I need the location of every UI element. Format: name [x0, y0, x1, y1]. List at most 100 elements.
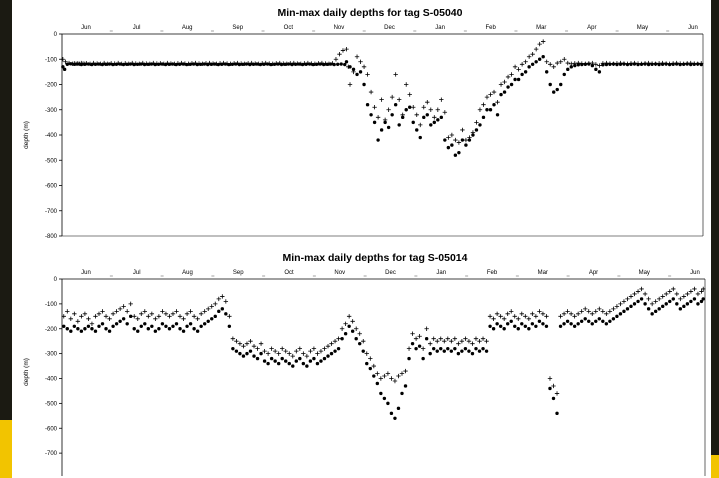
- min-depth-point: [213, 62, 217, 66]
- max-depth-point: [452, 336, 458, 341]
- min-depth-point: [245, 351, 249, 356]
- max-depth-point: [516, 67, 521, 72]
- min-depth-point: [185, 324, 189, 328]
- min-depth-point: [569, 322, 573, 326]
- min-depth-point: [269, 356, 274, 361]
- min-depth-point: [625, 307, 630, 311]
- min-depth-point: [685, 302, 690, 306]
- min-depth-point: [590, 322, 594, 326]
- min-depth-point: [107, 62, 112, 66]
- max-depth-point: [399, 371, 405, 376]
- max-depth-point: [372, 105, 377, 110]
- max-depth-point: [396, 373, 401, 379]
- max-depth-point: [519, 62, 525, 67]
- min-depth-point: [587, 319, 591, 323]
- max-depth-point: [420, 346, 426, 351]
- max-depth-point: [428, 107, 433, 112]
- max-depth-point: [699, 289, 704, 294]
- max-depth-point: [89, 321, 95, 326]
- max-depth-point: [353, 326, 359, 331]
- month-label: Sep: [233, 270, 244, 276]
- min-depth-point: [279, 62, 284, 67]
- max-depth-point: [628, 294, 634, 299]
- max-depth-point: [664, 291, 669, 297]
- min-depth-point: [559, 82, 563, 87]
- max-depth-point: [555, 60, 560, 66]
- min-depth-point: [383, 120, 387, 125]
- max-depth-point: [484, 94, 490, 100]
- max-depth-point: [361, 64, 367, 70]
- min-depth-point: [498, 324, 503, 328]
- max-depth-point: [449, 338, 454, 344]
- max-depth-point: [241, 343, 246, 349]
- max-depth-point: [509, 72, 514, 77]
- min-depth-point: [227, 62, 231, 67]
- max-depth-point: [110, 311, 116, 317]
- max-depth-point: [625, 296, 630, 302]
- min-depth-point: [594, 319, 598, 323]
- min-depth-point: [506, 85, 510, 89]
- min-depth-point: [157, 327, 161, 331]
- min-depth-point: [192, 62, 196, 66]
- min-depth-point: [65, 327, 69, 331]
- max-depth-point: [656, 296, 662, 302]
- min-depth-point: [664, 302, 668, 306]
- min-depth-point: [167, 62, 171, 66]
- month-label: Feb: [485, 25, 496, 31]
- min-depth-point: [90, 62, 94, 67]
- month-label: Mar: [536, 25, 546, 31]
- max-depth-point: [701, 286, 706, 292]
- min-depth-point: [523, 324, 528, 328]
- max-depth-point: [593, 62, 599, 67]
- max-depth-point: [667, 289, 672, 294]
- max-depth-point: [336, 336, 341, 341]
- min-depth-point: [516, 77, 521, 82]
- min-depth-point: [643, 302, 647, 306]
- right-border-accent: [711, 455, 719, 478]
- min-depth-point: [181, 62, 185, 66]
- min-depth-point: [534, 324, 538, 328]
- max-depth-point: [456, 140, 462, 145]
- max-depth-point: [431, 336, 436, 341]
- min-depth-point: [397, 123, 401, 127]
- max-depth-point: [265, 351, 271, 356]
- max-depth-point: [575, 311, 581, 317]
- min-depth-point: [639, 297, 644, 301]
- max-depth-point: [554, 391, 560, 396]
- min-depth-point: [474, 346, 478, 351]
- max-depth-point: [533, 314, 539, 319]
- max-depth-point: [128, 301, 133, 307]
- min-depth-point: [382, 396, 387, 401]
- min-depth-point: [104, 327, 108, 331]
- min-depth-point: [314, 62, 319, 66]
- min-depth-point: [118, 62, 122, 66]
- min-depth-point: [689, 299, 693, 304]
- min-depth-point: [414, 346, 418, 351]
- max-depth-point: [202, 309, 207, 314]
- min-depth-point: [580, 62, 584, 67]
- min-depth-point: [389, 411, 394, 416]
- min-depth-point: [418, 135, 422, 140]
- max-depth-point: [297, 346, 303, 351]
- max-depth-point: [79, 314, 84, 319]
- min-depth-point: [121, 62, 126, 67]
- max-depth-point: [114, 309, 119, 314]
- min-depth-point: [375, 381, 380, 386]
- min-depth-point: [69, 62, 73, 66]
- min-depth-point: [220, 307, 225, 311]
- min-depth-point: [618, 62, 623, 66]
- min-depth-point: [118, 319, 122, 323]
- max-depth-point: [646, 296, 651, 302]
- y-tick-label: -400: [45, 133, 58, 139]
- min-depth-point: [446, 346, 450, 351]
- min-depth-point: [481, 346, 485, 351]
- max-depth-point: [340, 48, 346, 53]
- min-depth-point: [678, 307, 683, 311]
- min-depth-point: [202, 322, 207, 326]
- max-depth-point: [432, 115, 437, 120]
- max-depth-point: [107, 316, 112, 321]
- min-depth-point: [488, 108, 493, 112]
- max-depth-point: [481, 102, 486, 107]
- max-depth-point: [379, 97, 384, 102]
- y-axis-label: depth (m): [23, 358, 30, 386]
